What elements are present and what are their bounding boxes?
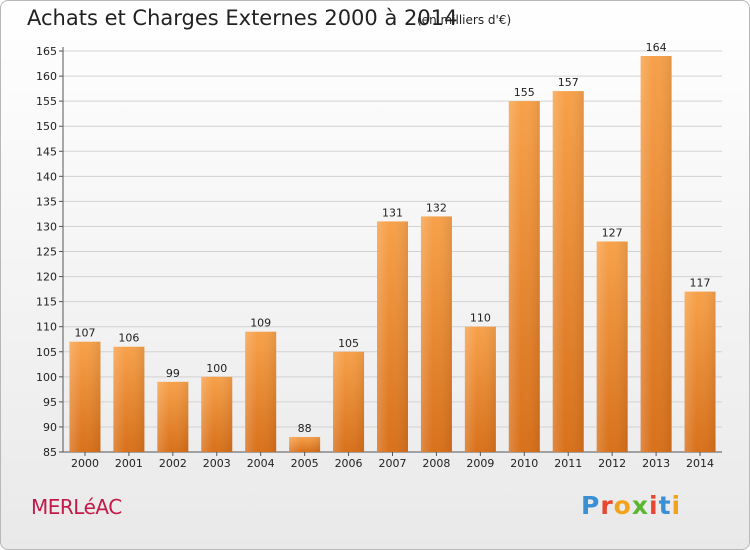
- x-tick-label: 2000: [71, 457, 99, 470]
- data-label: 99: [166, 367, 180, 380]
- bar-shade: [464, 326, 496, 452]
- bar-shade: [69, 341, 101, 452]
- bar-shade: [201, 376, 233, 452]
- bar-shade: [377, 221, 408, 452]
- data-label: 117: [690, 277, 711, 290]
- data-label: 164: [646, 41, 667, 54]
- bar-shade: [245, 331, 277, 452]
- bar-shade: [508, 101, 540, 452]
- y-tick-label: 155: [36, 95, 57, 108]
- bar-shade: [552, 91, 584, 452]
- data-labels: 107 106 99 100 109 88 105 131 132 110 155 157 127 164…: [74, 41, 710, 435]
- logo-letter: P: [581, 491, 601, 520]
- y-tick-label: 125: [36, 246, 57, 259]
- bar-shade: [157, 381, 189, 452]
- chart-unit: (en milliers d'€): [417, 13, 512, 27]
- y-tick-label: 135: [36, 195, 57, 208]
- data-label: 132: [426, 201, 447, 214]
- y-tick-label: 160: [36, 70, 57, 83]
- x-tick-label: 2011: [554, 457, 582, 470]
- y-tick-label: 95: [43, 396, 57, 409]
- bar-shade: [289, 436, 321, 452]
- proxiti-logo: Proxiti: [581, 491, 681, 520]
- bar-shade: [113, 346, 145, 452]
- logo-letter: i: [671, 491, 682, 520]
- data-label: 107: [74, 327, 95, 340]
- y-tick-label: 90: [43, 421, 57, 434]
- y-tick-label: 120: [36, 271, 57, 284]
- y-tick-label: 110: [36, 321, 57, 334]
- x-tick-labels: 2000 2001 2002 2003 2004 2005 2006 2007 2008 2009…: [71, 457, 714, 470]
- y-tick-labels: 85 90 95 100 105 110 115 120 125 130 135 140 145 150 1…: [36, 45, 57, 459]
- y-tick-label: 105: [36, 346, 57, 359]
- x-tick-label: 2008: [422, 457, 450, 470]
- data-label: 155: [514, 86, 535, 99]
- y-tick-label: 85: [43, 446, 57, 459]
- bar-shade: [596, 241, 628, 452]
- data-label: 109: [250, 317, 271, 330]
- bars: [69, 56, 716, 452]
- x-tick-label: 2013: [642, 457, 670, 470]
- bar-shade: [640, 56, 672, 452]
- bar-shade: [684, 291, 716, 452]
- x-tick-label: 2005: [291, 457, 319, 470]
- data-label: 88: [298, 422, 312, 435]
- logo-letter: o: [613, 491, 632, 520]
- x-tick-label: 2010: [510, 457, 538, 470]
- bar-shade: [420, 216, 452, 452]
- data-label: 127: [602, 226, 623, 239]
- x-tick-label: 2001: [115, 457, 143, 470]
- logo-letter: r: [600, 491, 614, 520]
- y-tick-label: 140: [36, 170, 57, 183]
- data-label: 106: [118, 332, 139, 345]
- y-tick-label: 115: [36, 296, 57, 309]
- y-tick-label: 165: [36, 45, 57, 58]
- data-label: 131: [382, 206, 403, 219]
- x-tick-label: 2007: [379, 457, 407, 470]
- x-tick-label: 2004: [247, 457, 275, 470]
- x-tick-label: 2014: [686, 457, 714, 470]
- x-tick-label: 2003: [203, 457, 231, 470]
- y-tick-label: 145: [36, 145, 57, 158]
- commune-name: MERLéAC: [31, 495, 122, 519]
- x-tick-label: 2006: [335, 457, 363, 470]
- data-label: 110: [470, 312, 491, 325]
- logo-letter: x: [631, 491, 649, 520]
- y-tick-label: 130: [36, 220, 57, 233]
- data-label: 100: [206, 362, 227, 375]
- logo-letter: i: [649, 491, 659, 520]
- bar-shade: [333, 351, 365, 452]
- data-label: 105: [338, 337, 359, 350]
- x-tick-label: 2009: [466, 457, 494, 470]
- logo-letter: t: [658, 491, 672, 520]
- data-label: 157: [558, 76, 579, 89]
- chart-title: Achats et Charges Externes 2000 à 2014: [27, 6, 458, 30]
- x-tick-label: 2002: [159, 457, 187, 470]
- x-tick-label: 2012: [598, 457, 626, 470]
- y-tick-label: 100: [36, 371, 57, 384]
- y-tick-label: 150: [36, 120, 57, 133]
